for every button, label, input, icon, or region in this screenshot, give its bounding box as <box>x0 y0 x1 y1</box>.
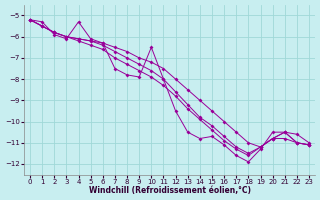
X-axis label: Windchill (Refroidissement éolien,°C): Windchill (Refroidissement éolien,°C) <box>89 186 251 195</box>
